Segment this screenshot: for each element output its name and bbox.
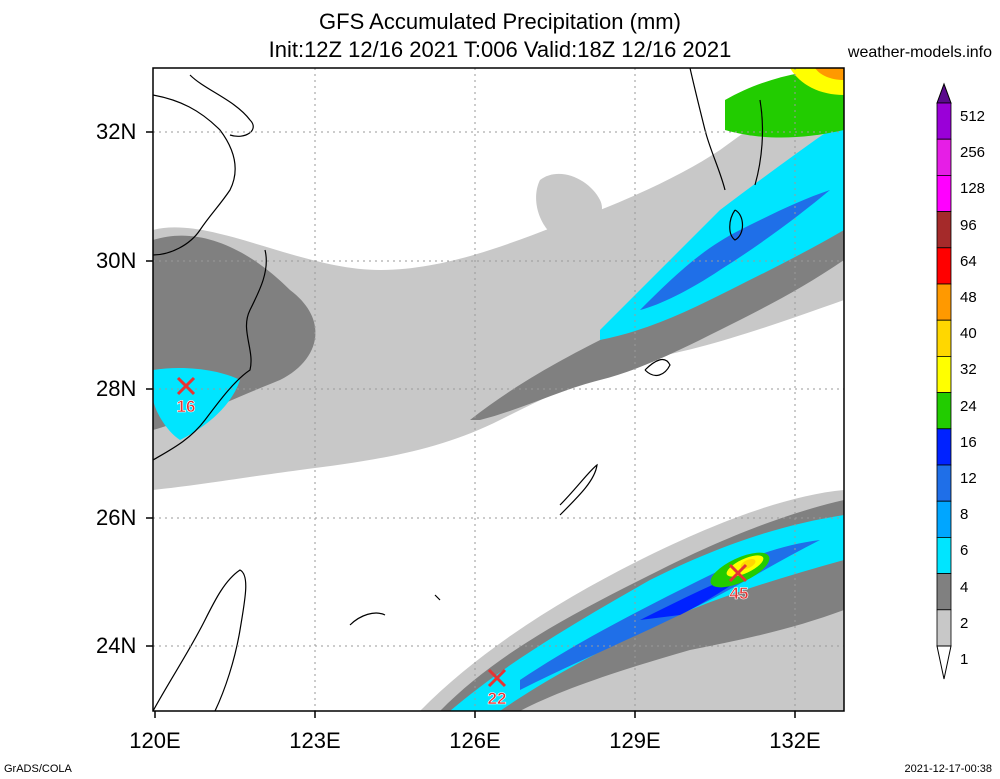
precip-4mm-west <box>153 368 240 440</box>
colorbar-level-label: 64 <box>960 252 977 270</box>
lat-label-30n: 30N <box>96 248 137 273</box>
footer-credit: GrADS/COLA <box>4 763 72 775</box>
lat-label-32n: 32N <box>96 119 137 144</box>
colorbar-swatch <box>936 174 952 212</box>
colorbar-top-arrow <box>936 82 952 104</box>
colorbar-level-label: 6 <box>960 542 969 560</box>
colorbar-level-label: 8 <box>960 506 969 524</box>
lat-label-24n: 24N <box>96 633 137 658</box>
lon-label-132e: 132E <box>769 728 821 753</box>
colorbar-swatch <box>936 537 952 575</box>
colorbar-level-label: 4 <box>960 578 969 596</box>
precip-8mm-north <box>640 190 830 310</box>
lon-label-123e: 123E <box>289 728 341 753</box>
colorbar-level-label: 256 <box>960 144 986 162</box>
colorbar-swatch <box>936 211 952 249</box>
marker-45: 45 <box>728 563 749 603</box>
marker-label: 22 <box>488 689 507 708</box>
chart-title: GFS Accumulated Precipitation (mm) <box>319 9 681 34</box>
axis-ticks <box>146 131 796 718</box>
footer-timestamp: 2021-12-17-00:38 <box>904 763 992 775</box>
colorbar-level-label: 32 <box>960 361 977 379</box>
colorbar-swatch <box>936 392 952 430</box>
marker-16: 16 <box>176 376 196 416</box>
colorbar-swatch <box>936 283 952 321</box>
marker-label: 16 <box>177 397 196 416</box>
lon-label-126e: 126E <box>449 728 501 753</box>
lat-label-28n: 28N <box>96 376 137 401</box>
colorbar-swatch <box>936 247 952 285</box>
precip-4mm-north <box>600 120 844 340</box>
colorbar-swatch <box>936 464 952 502</box>
precip-1mm-streak <box>536 173 602 240</box>
colorbar-swatch <box>936 500 952 538</box>
map-field <box>153 68 844 711</box>
marker-22: 22 <box>487 668 507 708</box>
precip-40mm-ne <box>815 68 844 80</box>
colorbar-level-label: 40 <box>960 325 977 343</box>
colorbar-swatch <box>936 355 952 393</box>
colorbar <box>936 82 952 680</box>
lon-label-120e: 120E <box>129 728 181 753</box>
lon-label-129e: 129E <box>609 728 661 753</box>
precip-2mm-mid <box>470 140 844 420</box>
marker-label: 45 <box>730 584 749 603</box>
colorbar-level-label: 12 <box>960 470 977 487</box>
colorbar-level-label: 128 <box>960 180 986 198</box>
site-credit: weather-models.info <box>847 44 992 61</box>
colorbar-swatch <box>936 428 952 466</box>
colorbar-level-label: 96 <box>960 216 977 234</box>
colorbar-level-label: 48 <box>960 289 977 306</box>
coastlines <box>153 68 764 711</box>
max-markers: 16 22 45 <box>176 376 749 708</box>
colorbar-level-label: 16 <box>960 433 977 451</box>
colorbar-level-label: 1 <box>960 651 969 668</box>
chart-subtitle: Init:12Z 12/16 2021 T:006 Valid:18Z 12/1… <box>268 37 732 62</box>
graticule <box>153 68 844 711</box>
colorbar-swatch <box>936 102 952 140</box>
colorbar-swatch <box>936 573 952 611</box>
colorbar-swatch <box>936 138 952 176</box>
colorbar-swatch <box>936 319 952 357</box>
colorbar-swatch <box>936 609 952 647</box>
colorbar-level-label: 512 <box>960 108 986 125</box>
colorbar-bottom-arrow <box>936 645 952 680</box>
lat-label-26n: 26N <box>96 505 137 530</box>
colorbar-level-label: 2 <box>960 614 969 632</box>
colorbar-level-label: 24 <box>960 397 977 415</box>
